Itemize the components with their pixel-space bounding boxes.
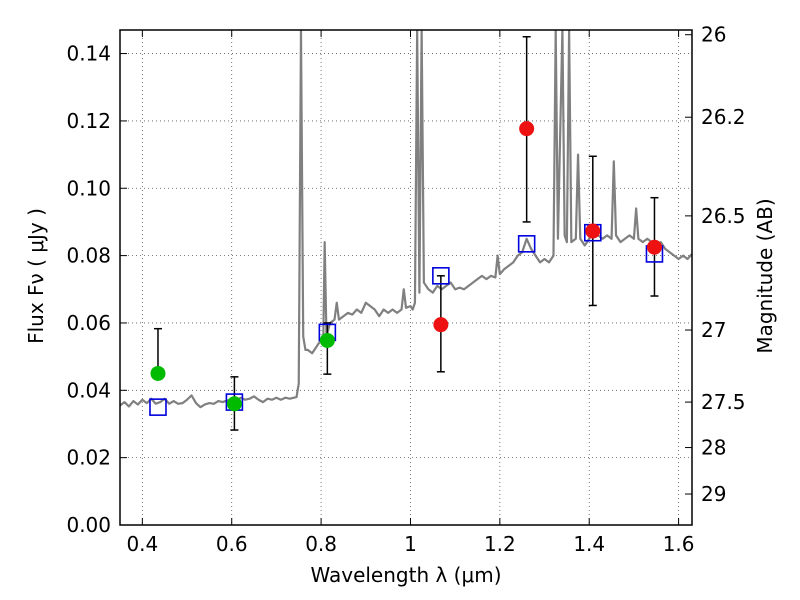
model-spectrum-line [120,30,692,409]
y-tick-label: 0.08 [66,244,111,268]
x-axis-ticks: 0.4 0.6 0.8 1 1.2 1.4 1.6 [126,30,695,556]
y-tick-label: 0.06 [66,311,111,335]
observed-point-green [226,396,242,412]
y2-axis-ticks: 26 26.2 26.5 27 27.5 28 29 [685,23,746,506]
x-tick-label: 0.8 [305,532,337,556]
observed-point-green [150,365,166,381]
x-axis-title: Wavelength λ (μm) [310,563,501,587]
y2-tick-label: 29 [701,482,726,506]
y-tick-label: 0.02 [66,446,111,470]
model-band-square [432,267,450,285]
x-tick-label: 1.4 [573,532,605,556]
y2-tick-label: 27 [701,318,726,342]
plot-frame [119,29,693,526]
y-tick-label: 0.12 [66,109,111,133]
plot-data [120,30,692,431]
grid [120,30,692,526]
x-tick-label: 1.6 [663,532,695,556]
y2-axis-title: Magnitude (AB) [753,198,777,353]
x-tick-label: 1.2 [484,532,516,556]
y-tick-label: 0.00 [66,513,111,537]
y2-tick-label: 26.2 [701,105,746,129]
y-tick-label: 0.10 [66,176,111,200]
y-tick-label: 0.04 [66,378,111,402]
y-axis-title: Flux Fν ( μJy ) [24,208,48,344]
y2-tick-label: 26 [701,23,726,47]
y-axis-ticks: 0.00 0.02 0.04 0.06 0.08 0.10 0.12 0.14 [66,42,127,537]
y-tick-label: 0.14 [66,42,111,66]
observed-point-green [319,332,335,348]
observed-point-red [519,121,535,137]
x-tick-label: 1 [404,532,417,556]
y2-tick-label: 26.5 [701,204,746,228]
model-band-square [149,398,167,416]
y2-tick-label: 27.5 [701,390,746,414]
observed-point-red [646,239,662,255]
observed-point-red [585,223,601,239]
observed-point-red [433,317,449,333]
x-tick-label: 0.6 [216,532,248,556]
x-tick-label: 0.4 [126,532,158,556]
y2-tick-label: 28 [701,436,726,460]
model-band-square [517,235,536,253]
